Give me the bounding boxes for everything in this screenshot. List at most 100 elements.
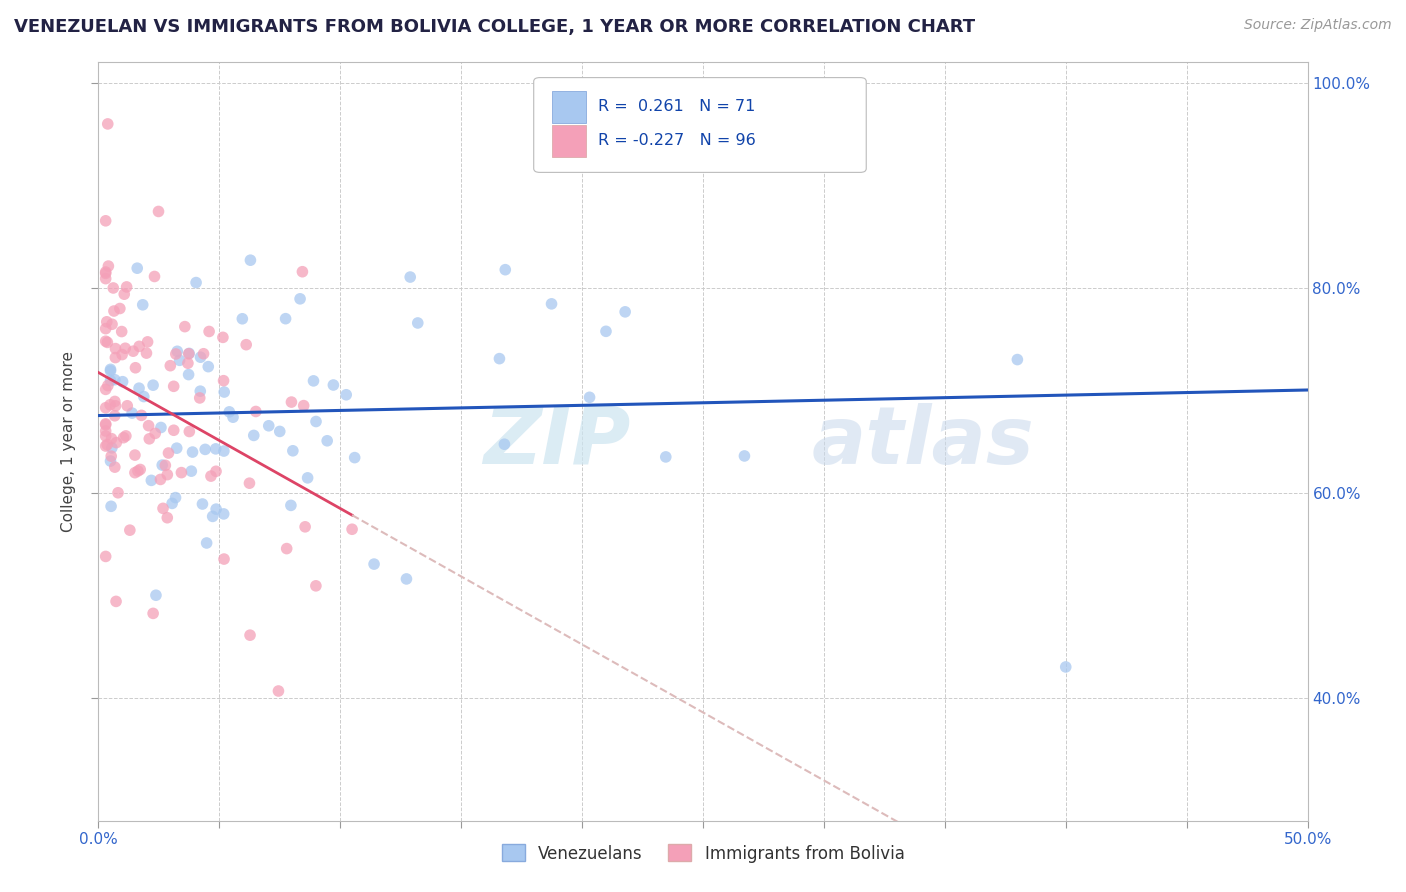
Point [94,417,117,431]
Point [117,399,139,413]
Point [302,374,325,388]
Point [494,437,516,451]
Point [127,464,149,478]
Point [128,381,150,395]
Text: VENEZUELAN VS IMMIGRANTS FROM BOLIVIA COLLEGE, 1 YEAR OR MORE CORRELATION CHART: VENEZUELAN VS IMMIGRANTS FROM BOLIVIA CO… [14,18,976,36]
Point [111,375,134,389]
Point [212,444,235,458]
Point [148,204,170,219]
Point [231,311,253,326]
Point [135,346,157,360]
Point [94,334,117,349]
Point [94,424,117,438]
Point [170,466,193,480]
Point [121,406,143,420]
Point [399,270,422,285]
Point [115,429,138,443]
Point [238,476,260,491]
Point [101,318,124,332]
Point [145,588,167,602]
Point [165,491,187,505]
Point [165,347,187,361]
Point [305,415,328,429]
Point [104,373,127,387]
Point [142,378,165,392]
Point [169,353,191,368]
Point [288,292,311,306]
Point [127,261,149,276]
Point [149,472,172,486]
Point [156,510,179,524]
Point [149,420,172,434]
Point [239,628,262,642]
Point [188,391,211,405]
Point [340,522,363,536]
Point [155,458,177,473]
Point [104,399,127,413]
Point [111,325,134,339]
Point [280,499,302,513]
Point [291,265,314,279]
Point [96,437,118,451]
Point [98,398,121,412]
Point [115,280,138,294]
Point [104,351,127,365]
Point [163,379,186,393]
Point [235,337,257,351]
Y-axis label: College, 1 year or more: College, 1 year or more [60,351,76,532]
Point [205,502,228,516]
Point [292,399,315,413]
Point [159,359,181,373]
Point [156,467,179,482]
Point [94,439,117,453]
Point [201,509,224,524]
Point [1007,352,1029,367]
Point [150,458,173,472]
Point [257,418,280,433]
Point [193,347,215,361]
Point [104,394,127,409]
Point [204,442,226,456]
Text: Source: ZipAtlas.com: Source: ZipAtlas.com [1244,18,1392,32]
Point [118,523,141,537]
Point [267,684,290,698]
Point [1054,660,1077,674]
Point [305,579,328,593]
Point [129,462,152,476]
Point [100,449,122,463]
Point [177,368,200,382]
Point [97,378,120,392]
Point [94,321,117,335]
Text: R = -0.227   N = 96: R = -0.227 N = 96 [598,133,755,148]
Point [152,501,174,516]
Point [274,311,297,326]
Point [540,297,562,311]
Point [343,450,366,465]
Point [94,429,117,443]
Point [191,497,214,511]
Point [190,350,212,364]
Point [212,374,235,388]
Point [96,315,118,329]
Point [103,304,125,318]
Point [132,298,155,312]
Point [138,418,160,433]
Point [94,417,117,432]
Point [595,324,617,338]
Point [94,549,117,564]
Point [335,388,357,402]
Point [218,405,240,419]
Point [131,409,153,423]
Point [163,423,186,437]
Point [322,378,344,392]
Point [124,466,146,480]
Point [104,342,127,356]
Point [245,404,267,418]
Point [138,432,160,446]
Point [101,441,124,455]
Point [269,425,291,439]
Point [100,374,122,388]
Point [297,471,319,485]
Point [100,454,122,468]
Point [96,335,118,350]
